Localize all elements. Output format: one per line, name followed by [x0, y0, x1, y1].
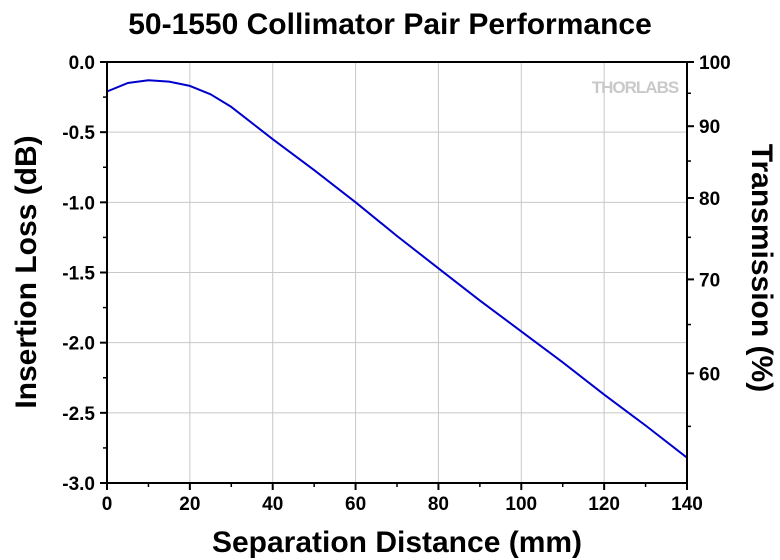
y2-tick-label: 80 [699, 189, 720, 210]
chart-title: 50-1550 Collimator Pair Performance [128, 8, 652, 41]
thorlabs-logo: THORLABS [592, 78, 679, 97]
grid-lines [107, 62, 687, 483]
y2-tick-label: 60 [699, 364, 720, 385]
x-tick-label: 100 [505, 494, 537, 515]
y-tick-label: -1.5 [62, 264, 95, 285]
x-tick-label: 20 [179, 494, 200, 515]
x-tick-label: 120 [588, 494, 620, 515]
x-axis-title: Separation Distance (mm) [212, 526, 582, 559]
insertion-loss-line [106, 79, 688, 459]
x-tick-label: 80 [428, 494, 449, 515]
x-tick-label: 0 [102, 494, 113, 515]
x-tick-label: 40 [262, 494, 283, 515]
y2-axis-title: Transmission (%) [745, 144, 778, 392]
series-layer [106, 79, 688, 459]
x-tick-label: 60 [345, 494, 366, 515]
y-tick-label: -3.0 [62, 474, 95, 495]
y-tick-label: 0.0 [69, 53, 95, 74]
y2-tick-label: 70 [699, 270, 720, 291]
y2-tick-label: 100 [699, 53, 731, 74]
y-tick-label: -2.0 [62, 334, 95, 355]
tick-labels: 0 20 40 60 80 100 120 140 0.0 -0.5 -1.0 -1.5 -2.0 -2.… [62, 53, 730, 515]
tick-marks [100, 61, 694, 490]
y-tick-label: -0.5 [62, 123, 95, 144]
y-tick-label: -1.0 [62, 193, 95, 214]
y-axis-title: Insertion Loss (dB) [10, 135, 43, 408]
y-tick-label: -2.5 [62, 404, 95, 425]
y2-tick-label: 90 [699, 117, 720, 138]
x-tick-label: 140 [671, 494, 703, 515]
